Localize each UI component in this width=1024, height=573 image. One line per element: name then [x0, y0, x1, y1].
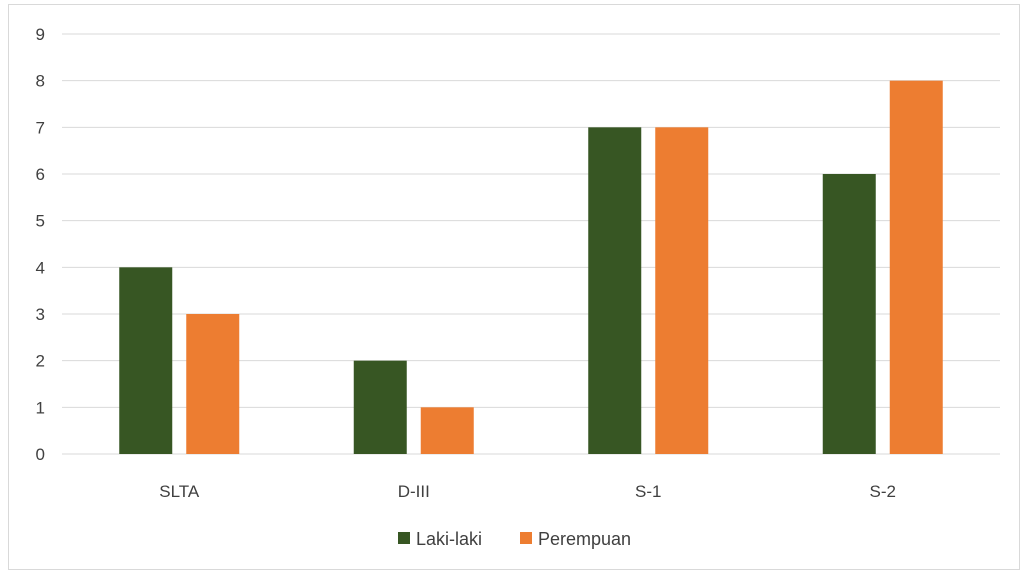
bar-laki-laki-s-2 [822, 174, 876, 454]
x-axis-ticks: SLTA D-III S-1 S-2 [159, 482, 896, 501]
bar-perempuan-s-2 [889, 80, 943, 455]
y-tick-label: 3 [36, 305, 45, 324]
y-tick-label: 8 [36, 72, 45, 91]
y-tick-label: 5 [36, 212, 45, 231]
y-tick-label: 0 [36, 445, 45, 464]
y-tick-label: 9 [36, 25, 45, 44]
bar-laki-laki-slta [119, 267, 173, 454]
bar-laki-laki-d-iii [353, 360, 407, 454]
legend-swatch-laki-laki [398, 532, 410, 544]
y-axis-ticks: 0 1 2 3 4 5 6 7 8 9 [36, 25, 45, 464]
legend-label: Laki-laki [416, 529, 482, 549]
bar-perempuan-slta [186, 314, 240, 454]
bar-laki-laki-s-1 [588, 127, 642, 454]
x-tick-label: S-1 [635, 482, 661, 501]
y-tick-label: 6 [36, 165, 45, 184]
x-tick-label: S-2 [870, 482, 896, 501]
legend-label: Perempuan [538, 529, 631, 549]
bars [119, 80, 943, 455]
x-tick-label: D-III [398, 482, 430, 501]
y-tick-label: 7 [36, 118, 45, 137]
y-tick-label: 4 [36, 258, 45, 277]
bar-perempuan-d-iii [420, 407, 474, 454]
legend-swatch-perempuan [520, 532, 532, 544]
legend: Laki-laki Perempuan [398, 529, 631, 549]
y-tick-label: 1 [36, 398, 45, 417]
x-tick-label: SLTA [159, 482, 200, 501]
y-tick-label: 2 [36, 352, 45, 371]
bar-perempuan-s-1 [655, 127, 709, 454]
